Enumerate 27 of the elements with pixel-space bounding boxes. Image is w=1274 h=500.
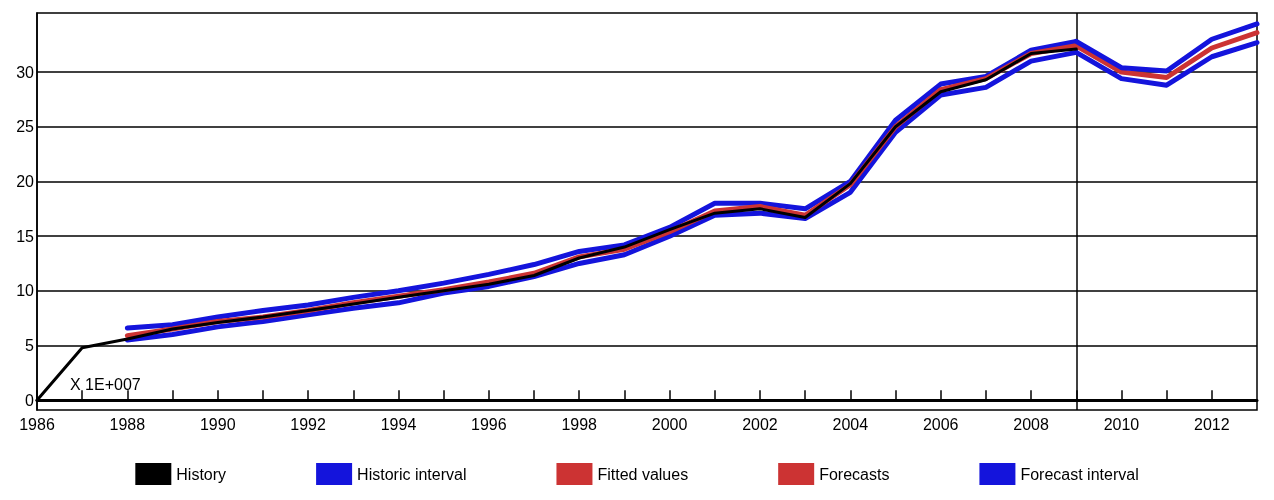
y-tick-label: 20	[16, 172, 35, 190]
x-tick-label: 2002	[742, 415, 778, 433]
y-tick-label: 30	[16, 63, 35, 81]
y-tick-label: 10	[16, 282, 35, 300]
x-tick-label: 1996	[471, 415, 507, 433]
x-tick-label: 1986	[19, 415, 55, 433]
x-tick-label: 2010	[1103, 415, 1140, 433]
legend-label: History	[176, 465, 227, 483]
x-tick-label: 2004	[832, 415, 869, 433]
y-tick-label: 5	[25, 336, 35, 354]
legend-label: Historic interval	[357, 465, 467, 483]
x-tick-label: 2000	[651, 415, 688, 433]
annotation: X 1E+007	[70, 375, 141, 393]
y-tick-label: 15	[16, 227, 35, 245]
y-tick-label: 0	[25, 391, 35, 409]
x-tick-label: 1998	[561, 415, 598, 433]
x-tick-label: 2008	[1013, 415, 1049, 433]
x-tick-label: 1994	[380, 415, 417, 433]
legend-label: Forecasts	[819, 465, 890, 483]
x-tick-label: 2006	[922, 415, 959, 433]
legend-label: Forecast interval	[1020, 465, 1139, 483]
legend-label: Fitted values	[597, 465, 689, 483]
x-tick-label: 1990	[199, 415, 236, 433]
y-tick-label: 25	[16, 118, 35, 136]
x-tick-label: 1988	[109, 415, 146, 433]
x-tick-label: 2012	[1194, 415, 1230, 433]
x-tick-label: 1992	[290, 415, 327, 433]
